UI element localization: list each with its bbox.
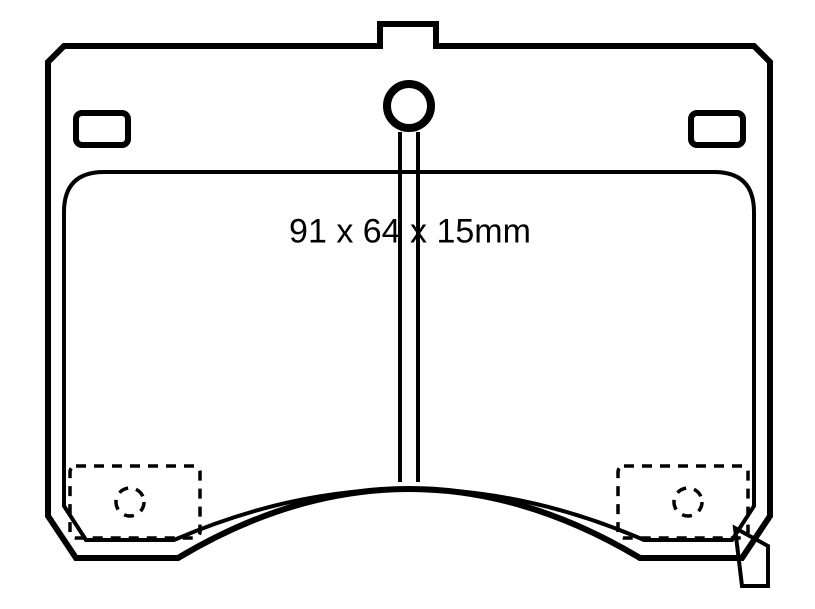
clip-tab-right (618, 466, 748, 538)
dimension-label: 91 x 64 x 15mm (289, 213, 531, 252)
clip-tab-left (70, 466, 200, 538)
backing-plate-outline (48, 24, 770, 558)
clip-hole-right (674, 488, 702, 516)
diagram-svg (0, 0, 815, 609)
clip-hole-left (116, 488, 144, 516)
brake-pad-diagram: 91 x 64 x 15mm (0, 0, 815, 609)
center-hole (387, 84, 431, 128)
mounting-slot-right (691, 113, 743, 145)
mounting-slot-left (76, 113, 128, 145)
